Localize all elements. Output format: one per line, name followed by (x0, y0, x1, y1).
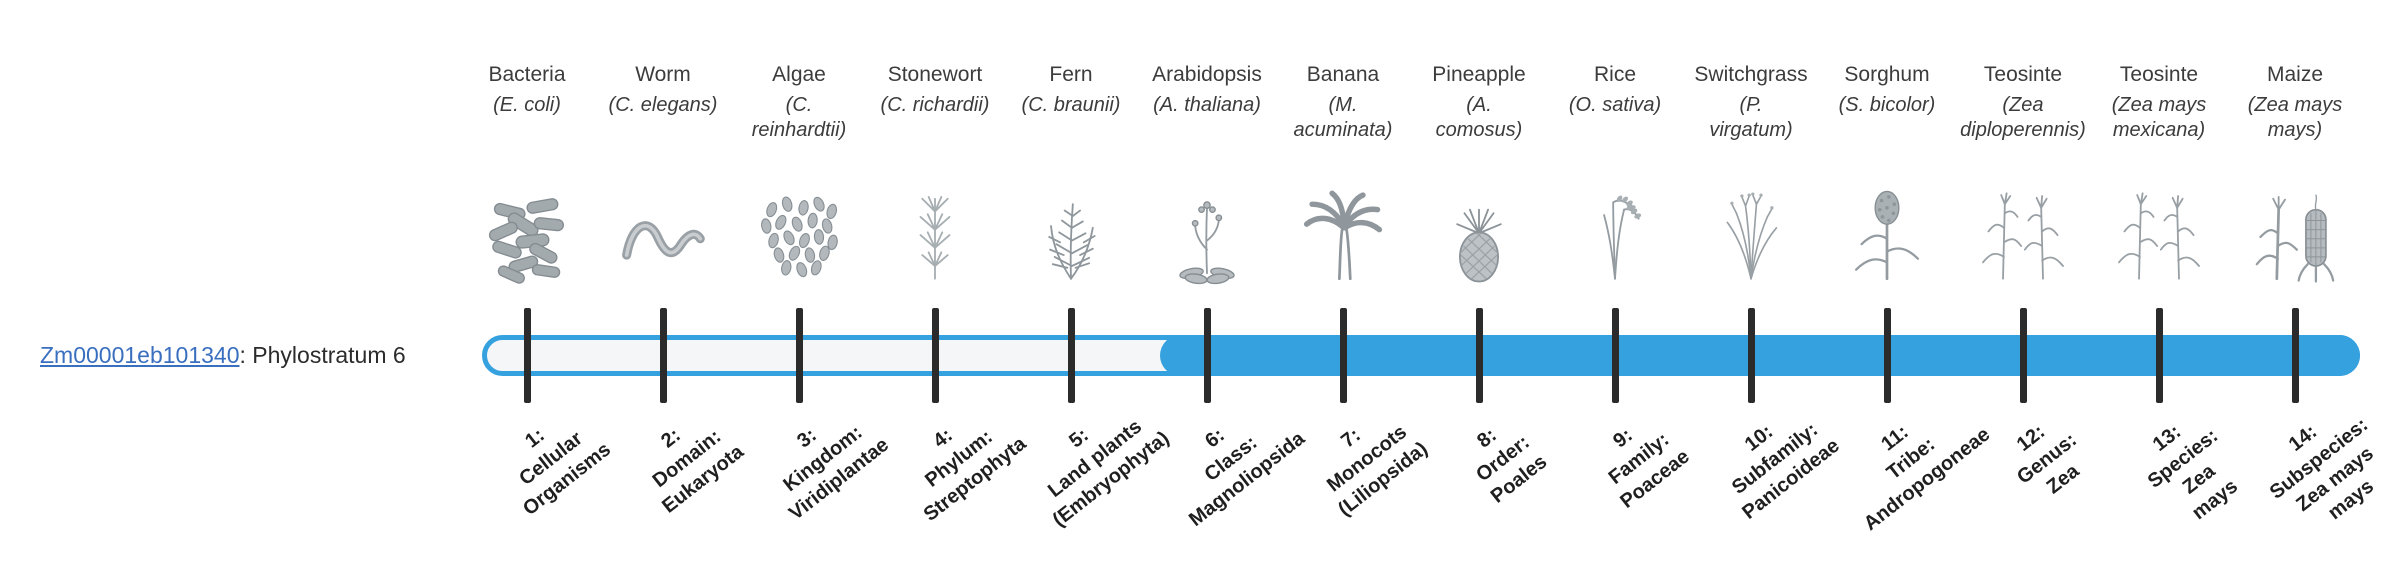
species-common-name: Sorghum (1844, 63, 1930, 86)
phylostratum-assignment-text: : Phylostratum 6 (239, 342, 406, 368)
species-common-name: Arabidopsis (1152, 63, 1262, 86)
phylostratum-label-text: 11: Tribe: Andropogoneae (1827, 381, 1996, 537)
species-scientific-name: (Zea mays mexicana) (2111, 94, 2207, 141)
gene-id-link[interactable]: Zm00001eb101340 (40, 342, 240, 368)
fern-icon (1025, 186, 1117, 286)
species-column-10: Switchgrass (P. virgatum) (1678, 62, 1824, 286)
phylostratum-tick-8 (1475, 308, 1483, 403)
species-column-6: Arabidopsis (A. thaliana) (1134, 62, 1280, 286)
sorghum-icon (1841, 186, 1933, 286)
bacteria-icon (481, 186, 573, 286)
phylostratum-label-text: 8: Order: Poales (1454, 408, 1553, 509)
phylostratum-tick-13 (2155, 308, 2163, 403)
species-scientific-name: (Zea diploperennis) (1960, 94, 2086, 141)
maize-icon (2249, 186, 2341, 286)
species-common-name: Teosinte (1983, 63, 2063, 86)
algae-icon (753, 186, 845, 286)
phylostratum-label-text: 1: Cellular Organisms (486, 396, 616, 522)
species-column-4: Stonewort (C. richardii) (862, 62, 1008, 286)
phylostratum-tick-7 (1339, 308, 1347, 403)
phylostratum-tick-14 (2291, 308, 2299, 403)
species-scientific-name: (Zea mays mays) (2247, 94, 2343, 141)
phylostratum-label-text: 6: Class: Magnoliopsida (1152, 385, 1310, 533)
species-column-11: Sorghum (S. bicolor) (1814, 62, 1960, 286)
species-column-9: Rice (O. sativa) (1542, 62, 1688, 286)
species-scientific-name: (C. reinhardtii) (751, 94, 847, 141)
phylostratum-label-text: 14: Subspecies: Zea mays mays (2249, 392, 2400, 546)
phylostratum-tick-12 (2019, 308, 2027, 403)
pineapple-icon (1433, 186, 1525, 286)
phylostratum-tick-3 (795, 308, 803, 403)
species-common-name: Maize (2266, 63, 2324, 86)
species-column-3: Algae (C. reinhardtii) (726, 62, 872, 286)
species-common-name: Bacteria (488, 63, 566, 86)
phylostratum-label-text: 7: Monocots (Liliopsida) (1301, 395, 1433, 522)
teosinte-icon (2113, 186, 2205, 286)
species-column-7: Banana (M. acuminata) (1270, 62, 1416, 286)
species-common-name: Worm (635, 63, 691, 86)
gene-label: Zm00001eb101340: Phylostratum 6 (40, 342, 406, 369)
phylostratum-tick-11 (1883, 308, 1891, 403)
species-column-2: Worm (C. elegans) (590, 62, 736, 286)
species-common-name: Pineapple (1432, 63, 1526, 86)
phylostratum-label-text: 5: Land plants (Embryophyta) (1015, 385, 1174, 533)
phylostratum-tick-4 (931, 308, 939, 403)
phylostratum-tick-10 (1747, 308, 1755, 403)
species-scientific-name: (S. bicolor) (1838, 94, 1936, 117)
species-scientific-name: (A. comosus) (1435, 94, 1523, 141)
banana-icon (1297, 186, 1389, 286)
species-common-name: Fern (1049, 63, 1093, 86)
species-column-12: Teosinte (Zea diploperennis) (1950, 62, 2096, 286)
species-common-name: Algae (772, 63, 826, 86)
phylostratum-label-text: 10: Subfamily: Panicoideae (1705, 392, 1845, 525)
species-common-name: Stonewort (887, 63, 983, 86)
switchgrass-icon (1705, 186, 1797, 286)
teosinte-icon (1977, 186, 2069, 286)
species-column-13: Teosinte (Zea mays mexicana) (2086, 62, 2232, 286)
species-common-name: Teosinte (2119, 63, 2199, 86)
species-scientific-name: (C. elegans) (608, 94, 718, 117)
worm-icon (617, 186, 709, 286)
species-column-1: Bacteria (E. coli) (454, 62, 600, 286)
species-column-8: Pineapple (A. comosus) (1406, 62, 1552, 286)
species-common-name: Banana (1306, 63, 1380, 86)
species-scientific-name: (C. braunii) (1021, 94, 1121, 117)
species-column-14: Maize (Zea mays mays) (2222, 62, 2368, 286)
phylostratum-label-text: 13: Species: Zea mays (2127, 403, 2256, 536)
phylostratum-label-text: 9: Family: Poaceae (1583, 403, 1695, 514)
species-common-name: Rice (1593, 63, 1636, 86)
phylostratum-tick-1 (523, 308, 531, 403)
species-scientific-name: (A. thaliana) (1153, 94, 1261, 117)
species-common-name: Switchgrass (1694, 63, 1808, 86)
phylostratum-tick-6 (1203, 308, 1211, 403)
stonewort-icon (889, 186, 981, 286)
phylostratum-tick-9 (1611, 308, 1619, 403)
species-column-5: Fern (C. braunii) (998, 62, 1144, 286)
rice-icon (1569, 186, 1661, 286)
species-scientific-name: (M. acuminata) (1293, 94, 1393, 141)
phylostratum-label-text: 2: Domain: Eukaryota (625, 398, 749, 519)
species-scientific-name: (C. richardii) (880, 94, 990, 117)
arabidopsis-icon (1161, 186, 1253, 286)
phylostratum-label-text: 3: Kingdom: Viridiplantae (752, 391, 894, 526)
species-scientific-name: (E. coli) (493, 94, 561, 117)
species-scientific-name: (O. sativa) (1568, 94, 1662, 117)
phylostratum-tick-2 (659, 308, 667, 403)
species-scientific-name: (P. virgatum) (1709, 94, 1793, 141)
phylostratum-label-text: 4: Phylum: Streptophyta (886, 390, 1031, 527)
phylostratum-tick-5 (1067, 308, 1075, 403)
phylostratum-label-text: 12: Genus: Zea (1996, 407, 2098, 511)
